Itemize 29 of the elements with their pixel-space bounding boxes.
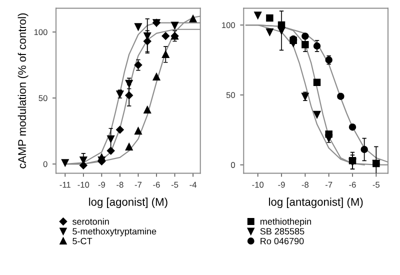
x-tick-label: -10	[78, 182, 90, 188]
x-tick-label: -7	[134, 182, 142, 188]
x-tick-label: -5	[171, 182, 178, 188]
x-tick-label: -6	[349, 182, 356, 188]
y-tick-label: 0	[231, 162, 235, 168]
x-tick-label: -6	[153, 182, 160, 188]
x-tick-label: -9	[278, 182, 285, 188]
legend-label: serotonin	[72, 218, 109, 225]
x-tick-label: -8	[116, 182, 124, 188]
x-tick-label: -9	[98, 182, 105, 188]
x-tick-label: -7	[326, 182, 332, 188]
legend-label: 5-CT	[72, 238, 92, 244]
x-tick-label: -11	[60, 182, 70, 188]
y-axis-title: cAMP modulation (% of control)	[18, 13, 28, 168]
y-tick-label: 100	[34, 29, 48, 36]
x-tick-label: -5	[372, 182, 380, 188]
y-tick-label: 50	[38, 95, 48, 102]
x-axis-title: log [agonist] (M)	[89, 198, 168, 208]
x-tick-label: -10	[252, 182, 264, 188]
x-tick-label: -8	[302, 182, 309, 188]
legend-label: 5-methoxytryptamine	[72, 228, 156, 236]
x-axis-title: log [antagonist] (M)	[269, 198, 363, 208]
y-tick-label: 100	[222, 22, 235, 28]
legend-label: SB 285585	[260, 228, 304, 235]
legend-label: Ro 046790	[260, 238, 304, 244]
legend-label: methiothepin	[260, 218, 312, 227]
y-tick-label: 0	[43, 161, 48, 168]
y-tick-label: 50	[226, 92, 235, 98]
x-tick-label: -4	[190, 182, 196, 188]
